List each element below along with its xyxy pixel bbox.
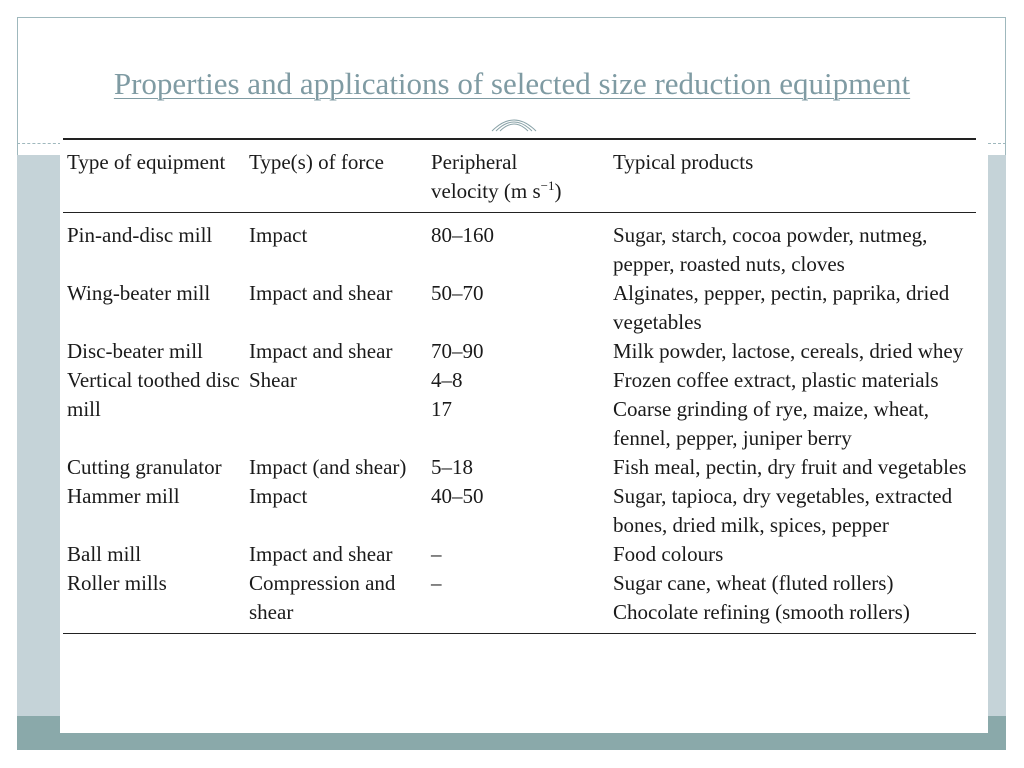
velocity-cell: 4–8 17: [431, 368, 463, 421]
velocity-header-text: Peripheral velocity (m s: [431, 150, 541, 203]
table-row: Pin-and-disc mill Impact 80–160 Sugar, star…: [63, 213, 976, 280]
products-cell: Alginates, pepper, pectin, paprika, drie…: [613, 281, 950, 334]
force-cell: Impact (and shear): [249, 455, 407, 479]
table-panel: Type of equipment Type(s) of force Perip…: [60, 136, 988, 733]
products-cell: Sugar cane, wheat (fluted rollers) Choco…: [613, 571, 910, 624]
table-row: Vertical toothed disc mill Shear 4–8 17 Fro…: [63, 366, 976, 453]
table-header-row: Type of equipment Type(s) of force Perip…: [63, 139, 976, 213]
force-cell: Impact and shear: [249, 542, 393, 566]
equipment-cell: Roller mills: [67, 571, 167, 595]
force-cell: Impact: [249, 484, 308, 508]
equipment-cell: Vertical toothed disc mill: [67, 368, 240, 421]
divider-line-left: [17, 143, 61, 144]
table-row: Roller mills Compression and shear – Sugar …: [63, 569, 976, 634]
table-row: Hammer mill Impact 40–50 Sugar, tapioca, dr…: [63, 482, 976, 540]
force-cell: Shear: [249, 368, 297, 392]
velocity-cell: –: [431, 571, 442, 595]
table-row: Ball mill Impact and shear – Food colours: [63, 540, 976, 569]
velocity-header-close: ): [554, 179, 562, 203]
table-row: Disc-beater mill Impact and shear 70–90 Mil…: [63, 337, 976, 366]
products-cell: Sugar, tapioca, dry vegetables, extracte…: [613, 484, 953, 537]
force-cell: Compression and shear: [249, 571, 396, 624]
products-cell: Frozen coffee extract, plastic materials…: [613, 368, 939, 450]
force-cell: Impact and shear: [249, 281, 393, 305]
force-cell: Impact and shear: [249, 339, 393, 363]
table-body: Pin-and-disc mill Impact 80–160 Sugar, star…: [63, 213, 976, 634]
equipment-table: Type of equipment Type(s) of force Perip…: [63, 138, 976, 634]
velocity-cell: 80–160: [431, 223, 494, 247]
arc-ornament-icon: [491, 119, 537, 132]
equipment-cell: Cutting granulator: [67, 455, 222, 479]
table-row: Wing-beater mill Impact and shear 50–70 Alg…: [63, 279, 976, 337]
velocity-header-exponent: −1: [540, 178, 555, 193]
velocity-cell: 50–70: [431, 281, 484, 305]
products-cell: Sugar, starch, cocoa powder, nutmeg, pep…: [613, 223, 928, 276]
divider-line-right: [988, 143, 1006, 144]
equipment-cell: Ball mill: [67, 542, 142, 566]
velocity-cell: –: [431, 542, 442, 566]
header-typical-products: Typical products: [613, 150, 754, 174]
equipment-cell: Pin-and-disc mill: [67, 223, 213, 247]
slide-title: Properties and applications of selected …: [113, 66, 911, 101]
velocity-cell: 5–18: [431, 455, 473, 479]
header-peripheral-velocity: Peripheral velocity (m s−1): [427, 139, 609, 213]
equipment-cell: Hammer mill: [67, 484, 180, 508]
products-cell: Milk powder, lactose, cereals, dried whe…: [613, 339, 964, 363]
equipment-cell: Wing-beater mill: [67, 281, 211, 305]
products-cell: Food colours: [613, 542, 724, 566]
header-type-of-force: Type(s) of force: [249, 150, 384, 174]
equipment-cell: Disc-beater mill: [67, 339, 203, 363]
products-cell: Fish meal, pectin, dry fruit and vegetab…: [613, 455, 967, 479]
velocity-cell: 40–50: [431, 484, 484, 508]
force-cell: Impact: [249, 223, 308, 247]
table-row: Cutting granulator Impact (and shear) 5–18…: [63, 453, 976, 482]
header-type-of-equipment: Type of equipment: [67, 150, 226, 174]
velocity-cell: 70–90: [431, 339, 484, 363]
